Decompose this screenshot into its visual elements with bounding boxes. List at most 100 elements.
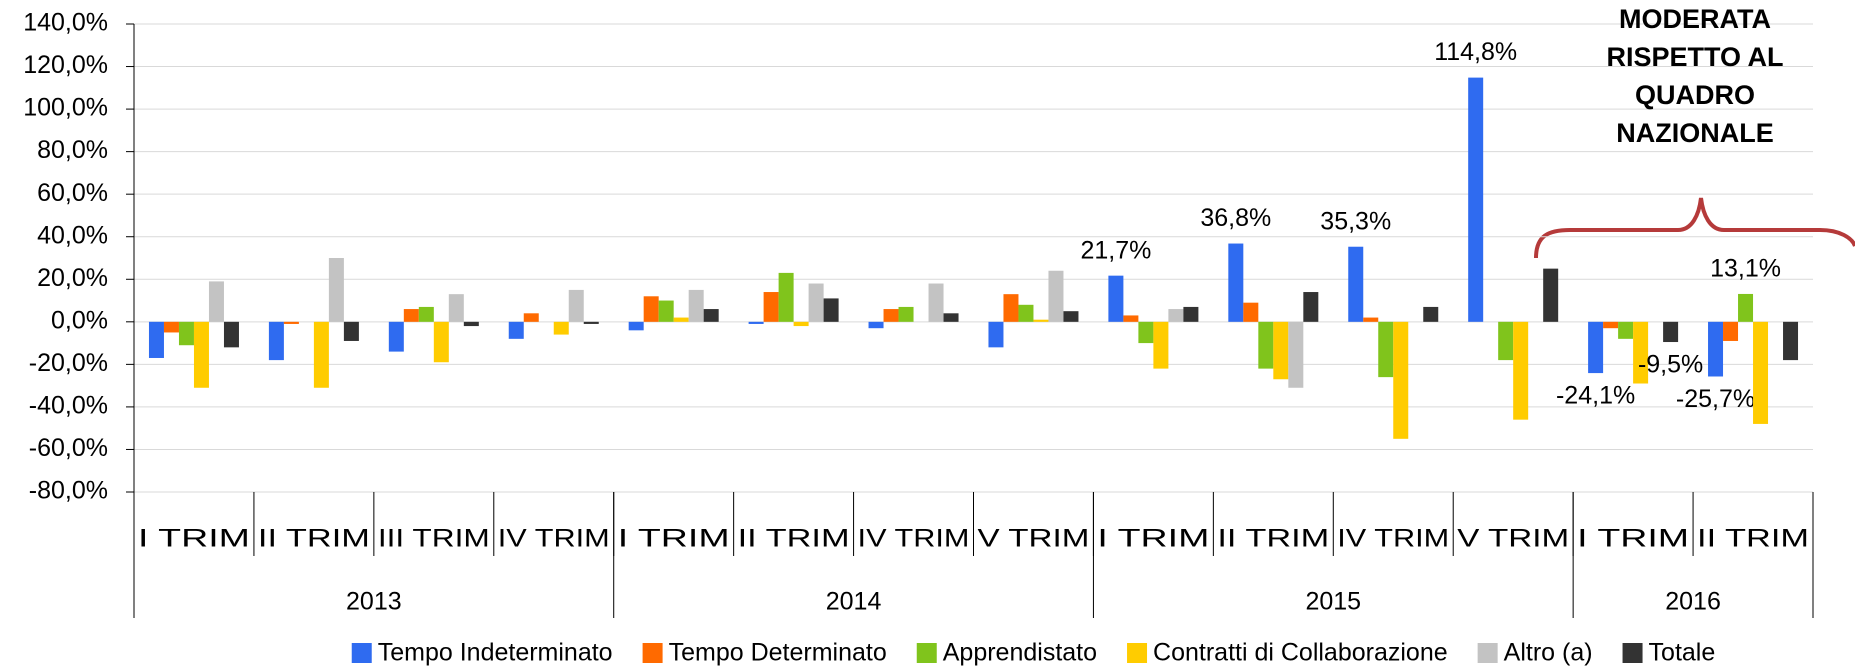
bar — [1513, 321, 1529, 420]
y-tick-label: 40,0% — [37, 221, 108, 249]
bar — [1303, 292, 1319, 322]
bar — [178, 321, 194, 346]
bar — [808, 283, 824, 322]
bar — [1663, 321, 1679, 343]
bar — [1543, 268, 1559, 322]
bar — [148, 321, 164, 358]
bar — [1588, 321, 1604, 374]
bar — [283, 321, 299, 324]
x-tick-label: II TRIM — [1697, 525, 1809, 553]
x-tick-label: I TRIM — [1097, 525, 1209, 553]
bar — [523, 313, 539, 322]
x-tick-label: II TRIM — [258, 525, 370, 553]
bar — [823, 298, 839, 322]
y-tick-label: -40,0% — [29, 392, 108, 420]
bar — [463, 321, 479, 327]
x-tick-label: IV TRIM — [498, 525, 610, 553]
bar — [313, 321, 329, 388]
bar — [193, 321, 209, 388]
bar — [1378, 321, 1394, 378]
bar — [943, 313, 959, 322]
bar — [1603, 321, 1619, 329]
y-tick-label: 20,0% — [37, 264, 108, 292]
bar — [1018, 304, 1034, 322]
value-label: 114,8% — [1434, 38, 1517, 66]
x-tick-label: V TRIM — [1457, 525, 1569, 553]
y-tick-label: 100,0% — [23, 94, 108, 122]
bar — [1258, 321, 1274, 369]
bar — [568, 289, 584, 322]
value-label: 35,3% — [1320, 207, 1391, 235]
legend-swatch — [1477, 643, 1498, 663]
annotation: QUADRO — [1635, 80, 1755, 110]
bar — [763, 292, 779, 322]
x-tick-label: I TRIM — [618, 525, 730, 553]
legend-label: Apprendistato — [943, 639, 1097, 667]
bar — [1708, 321, 1724, 377]
bar — [1153, 321, 1169, 369]
annotation: MODERATA — [1619, 4, 1771, 34]
bar — [883, 309, 899, 322]
bar — [1033, 319, 1049, 322]
legend-label: Totale — [1649, 639, 1716, 667]
x-tick-label: II TRIM — [1217, 525, 1329, 553]
bar — [1273, 321, 1289, 380]
bar — [868, 321, 884, 329]
legend-label: Contratti di Collaborazione — [1153, 639, 1448, 667]
bar — [1393, 321, 1409, 439]
value-label: -9,5% — [1638, 351, 1703, 379]
bar — [508, 321, 524, 339]
bar — [1123, 315, 1139, 322]
bar — [1423, 306, 1439, 322]
bar — [1063, 311, 1079, 322]
value-label: 36,8% — [1200, 204, 1271, 232]
bar — [223, 321, 239, 348]
bar — [268, 321, 284, 361]
legend-swatch — [351, 643, 372, 663]
y-tick-label: 80,0% — [37, 136, 108, 164]
x-tick-label: I TRIM — [1577, 525, 1689, 553]
x-tick-label: V TRIM — [978, 525, 1090, 553]
bar — [1048, 270, 1064, 322]
bar — [448, 294, 464, 322]
bar — [163, 321, 179, 333]
annotation: RISPETTO AL — [1606, 42, 1783, 72]
x-group-label: 2015 — [1305, 588, 1361, 616]
x-tick-label: III TRIM — [378, 525, 490, 553]
y-tick-label: -60,0% — [29, 434, 108, 462]
bar — [688, 289, 704, 322]
x-group-label: 2016 — [1665, 588, 1721, 616]
legend-label: Tempo Indeterminato — [378, 639, 613, 667]
bar — [658, 300, 674, 322]
y-tick-label: -20,0% — [29, 349, 108, 377]
value-label: 21,7% — [1080, 236, 1151, 264]
bar — [1738, 293, 1754, 322]
bar — [673, 317, 689, 322]
bar — [748, 321, 764, 324]
bar — [433, 321, 449, 363]
annotation: NAZIONALE — [1616, 118, 1774, 148]
bar — [1618, 321, 1634, 339]
legend-label: Tempo Determinato — [669, 639, 887, 667]
bar — [1753, 321, 1769, 424]
bar — [1168, 309, 1184, 322]
bar — [1288, 321, 1304, 388]
bar — [1363, 317, 1379, 322]
bar — [418, 306, 434, 322]
bar — [388, 321, 404, 352]
legend-label: Altro (a) — [1504, 639, 1593, 667]
bar — [553, 321, 569, 335]
bar — [793, 321, 809, 327]
bar — [1003, 294, 1019, 322]
bar — [208, 281, 224, 322]
bar — [583, 321, 599, 324]
y-tick-label: 140,0% — [23, 9, 108, 37]
x-group-label: 2013 — [346, 588, 402, 616]
bar — [1108, 275, 1124, 322]
x-tick-label: I TRIM — [138, 525, 250, 553]
brace — [1534, 197, 1855, 259]
x-tick-label: IV TRIM — [858, 525, 970, 553]
bar — [1138, 321, 1154, 344]
bar — [778, 272, 794, 322]
